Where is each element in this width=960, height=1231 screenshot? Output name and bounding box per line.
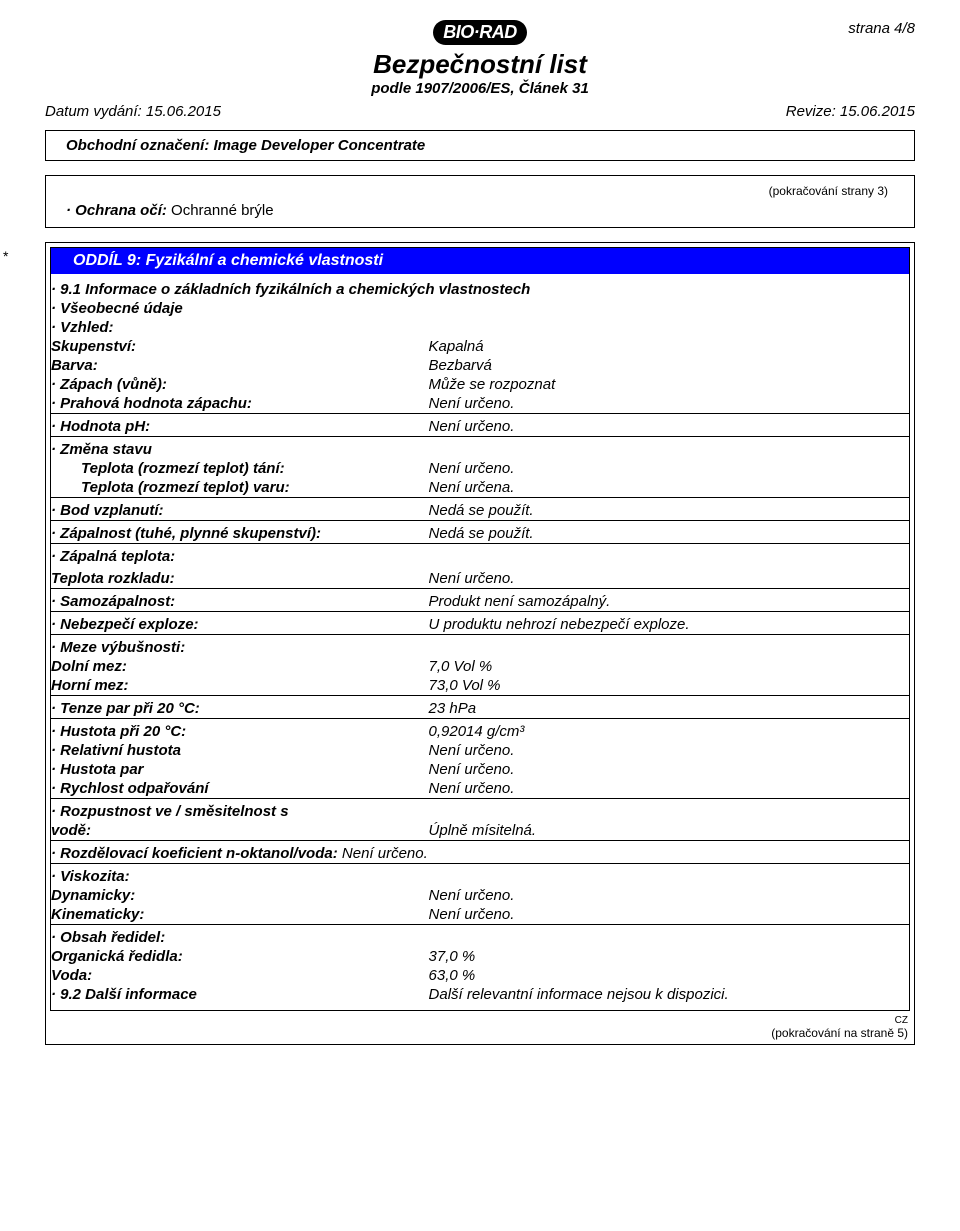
other-info-label: · 9.2 Další informace bbox=[51, 985, 429, 1004]
density-value: 0,92014 g/cm³ bbox=[429, 719, 909, 742]
eye-protection-label: · Ochrana očí: bbox=[66, 202, 171, 219]
continuation-prev: (pokračování strany 3) bbox=[66, 184, 894, 198]
properties-table: · 9.1 Informace o základních fyzikálních… bbox=[51, 280, 909, 1004]
odor-label: · Zápach (vůně): bbox=[51, 375, 429, 394]
upper-limit-label: Horní mez: bbox=[51, 676, 429, 696]
explosion-limits-label: · Meze výbušnosti: bbox=[51, 635, 909, 658]
water-content-label: Voda: bbox=[51, 966, 429, 985]
organic-label: Organická ředidla: bbox=[51, 947, 429, 966]
lang-code: CZ bbox=[46, 1015, 908, 1026]
odor-threshold-label: · Prahová hodnota zápachu: bbox=[51, 394, 429, 414]
other-info-value: Další relevantní informace nejsou k disp… bbox=[429, 985, 909, 1004]
ph-label: · Hodnota pH: bbox=[51, 414, 429, 437]
general-label: · Všeobecné údaje bbox=[51, 299, 909, 318]
revision-date: Revize: 15.06.2015 bbox=[786, 103, 915, 120]
page-header: BIO·RAD Bezpečnostní list podle 1907/200… bbox=[45, 20, 915, 97]
vapor-pressure-label: · Tenze par při 20 °C: bbox=[51, 696, 429, 719]
explosion-label: · Nebezpečí exploze: bbox=[51, 612, 429, 635]
product-name: Image Developer Concentrate bbox=[214, 137, 426, 154]
organic-value: 37,0 % bbox=[429, 947, 909, 966]
odor-threshold-value: Není určeno. bbox=[429, 394, 909, 414]
lower-limit-label: Dolní mez: bbox=[51, 657, 429, 676]
lower-limit-value: 7,0 Vol % bbox=[429, 657, 909, 676]
flammability-value: Nedá se použít. bbox=[429, 521, 909, 544]
issue-date: Datum vydání: 15.06.2015 bbox=[45, 103, 221, 120]
color-value: Bezbarvá bbox=[429, 356, 909, 375]
flash-label: · Bod vzplanutí: bbox=[51, 498, 429, 521]
document-subtitle: podle 1907/2006/ES, Článek 31 bbox=[335, 80, 625, 97]
autoignition-label: · Samozápalnost: bbox=[51, 589, 429, 612]
vapor-density-value: Není určeno. bbox=[429, 760, 909, 779]
rel-density-value: Není určeno. bbox=[429, 741, 909, 760]
product-label: Obchodní označení: bbox=[66, 137, 214, 154]
decomp-label: Teplota rozkladu: bbox=[51, 566, 429, 589]
solubility-label: · Rozpustnost ve / směsitelnost s bbox=[51, 799, 909, 822]
color-label: Barva: bbox=[51, 356, 429, 375]
evap-rate-label: · Rychlost odpařování bbox=[51, 779, 429, 799]
viscosity-label: · Viskozita: bbox=[51, 864, 909, 887]
boil-label: Teplota (rozmezí teplot) varu: bbox=[51, 478, 429, 498]
section-9-header: ODDÍL 9: Fyzikální a chemické vlastnosti bbox=[51, 248, 909, 274]
ignition-temp-label: · Zápalná teplota: bbox=[51, 544, 909, 567]
appearance-label: · Vzhled: bbox=[51, 318, 909, 337]
product-box: Obchodní označení: Image Developer Conce… bbox=[45, 130, 915, 161]
kinematic-label: Kinematicky: bbox=[51, 905, 429, 925]
decomp-value: Není určeno. bbox=[429, 566, 909, 589]
continuation-next: (pokračování na straně 5) bbox=[46, 1026, 908, 1040]
melt-label: Teplota (rozmezí teplot) tání: bbox=[51, 459, 429, 478]
boil-value: Není určena. bbox=[429, 478, 909, 498]
autoignition-value: Produkt není samozápalný. bbox=[429, 589, 909, 612]
partition-label: · Rozdělovací koeficient n-oktanol/voda:… bbox=[51, 841, 429, 864]
date-row: Datum vydání: 15.06.2015 Revize: 15.06.2… bbox=[45, 103, 915, 120]
flammability-label: · Zápalnost (tuhé, plynné skupenství): bbox=[51, 521, 429, 544]
dynamic-value: Není určeno. bbox=[429, 886, 909, 905]
evap-rate-value: Není určeno. bbox=[429, 779, 909, 799]
document-title: Bezpečnostní list bbox=[335, 49, 625, 80]
eye-protection-value: Ochranné brýle bbox=[171, 202, 274, 219]
state-change-label: · Změna stavu bbox=[51, 437, 909, 460]
water-label: vodě: bbox=[51, 821, 429, 841]
vapor-pressure-value: 23 hPa bbox=[429, 696, 909, 719]
vapor-density-label: · Hustota par bbox=[51, 760, 429, 779]
melt-value: Není určeno. bbox=[429, 459, 909, 478]
density-label: · Hustota při 20 °C: bbox=[51, 719, 429, 742]
info-header: · 9.1 Informace o základních fyzikálních… bbox=[51, 280, 909, 299]
section-asterisk: * bbox=[3, 248, 8, 264]
page-number: strana 4/8 bbox=[625, 20, 915, 37]
solvent-label: · Obsah ředidel: bbox=[51, 925, 909, 948]
kinematic-value: Není určeno. bbox=[429, 905, 909, 925]
water-content-value: 63,0 % bbox=[429, 966, 909, 985]
flash-value: Nedá se použít. bbox=[429, 498, 909, 521]
state-label: Skupenství: bbox=[51, 337, 429, 356]
section-9-box: * ODDÍL 9: Fyzikální a chemické vlastnos… bbox=[45, 242, 915, 1045]
eye-protection-box: (pokračování strany 3) · Ochrana očí: Oc… bbox=[45, 175, 915, 228]
dynamic-label: Dynamicky: bbox=[51, 886, 429, 905]
explosion-value: U produktu nehrozí nebezpečí exploze. bbox=[429, 612, 909, 635]
water-value: Úplně mísitelná. bbox=[429, 821, 909, 841]
rel-density-label: · Relativní hustota bbox=[51, 741, 429, 760]
biorad-logo: BIO·RAD bbox=[433, 20, 527, 45]
odor-value: Může se rozpoznat bbox=[429, 375, 909, 394]
state-value: Kapalná bbox=[429, 337, 909, 356]
upper-limit-value: 73,0 Vol % bbox=[429, 676, 909, 696]
ph-value: Není určeno. bbox=[429, 414, 909, 437]
